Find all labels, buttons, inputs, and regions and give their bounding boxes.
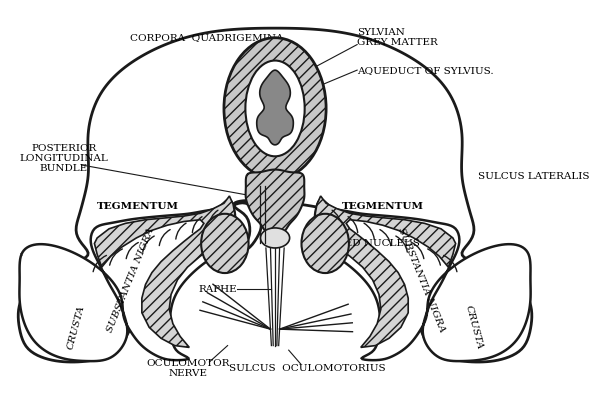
Text: SYLVIAN
GREY MATTER: SYLVIAN GREY MATTER — [357, 27, 438, 47]
Ellipse shape — [224, 38, 326, 179]
Text: OCULOMOTOR
NERVE: OCULOMOTOR NERVE — [146, 358, 230, 378]
Text: CRUSTA: CRUSTA — [464, 304, 484, 351]
Text: TEGMENTUM: TEGMENTUM — [97, 202, 179, 212]
Text: SULCUS  OCULOMOTORIUS: SULCUS OCULOMOTORIUS — [229, 364, 385, 373]
Text: SUBSTANTIA NIGRA: SUBSTANTIA NIGRA — [396, 226, 446, 333]
Ellipse shape — [245, 60, 305, 156]
Polygon shape — [94, 196, 235, 347]
Polygon shape — [18, 28, 532, 362]
Ellipse shape — [201, 214, 248, 273]
Text: CORPORA  QUADRIGEMINA: CORPORA QUADRIGEMINA — [130, 33, 283, 49]
Polygon shape — [19, 200, 235, 361]
Polygon shape — [245, 170, 304, 236]
Text: POSTERIOR
LONGITUDINAL
BUNDLE: POSTERIOR LONGITUDINAL BUNDLE — [20, 144, 109, 173]
Text: SUBSTANTIA NIGRA: SUBSTANTIA NIGRA — [106, 226, 156, 333]
Ellipse shape — [301, 214, 349, 273]
Text: RAPHE: RAPHE — [198, 285, 237, 293]
Text: RED NUCLEUS: RED NUCLEUS — [337, 239, 420, 248]
Text: SULCUS LATERALIS: SULCUS LATERALIS — [478, 172, 589, 181]
Ellipse shape — [260, 228, 290, 248]
Polygon shape — [257, 70, 293, 145]
Polygon shape — [315, 196, 455, 347]
Text: CRUSTA: CRUSTA — [66, 304, 86, 351]
Text: AQUEDUCT OF SYLVIUS.: AQUEDUCT OF SYLVIUS. — [357, 66, 494, 75]
Text: TEGMENTUM: TEGMENTUM — [341, 202, 424, 212]
Polygon shape — [315, 200, 530, 361]
